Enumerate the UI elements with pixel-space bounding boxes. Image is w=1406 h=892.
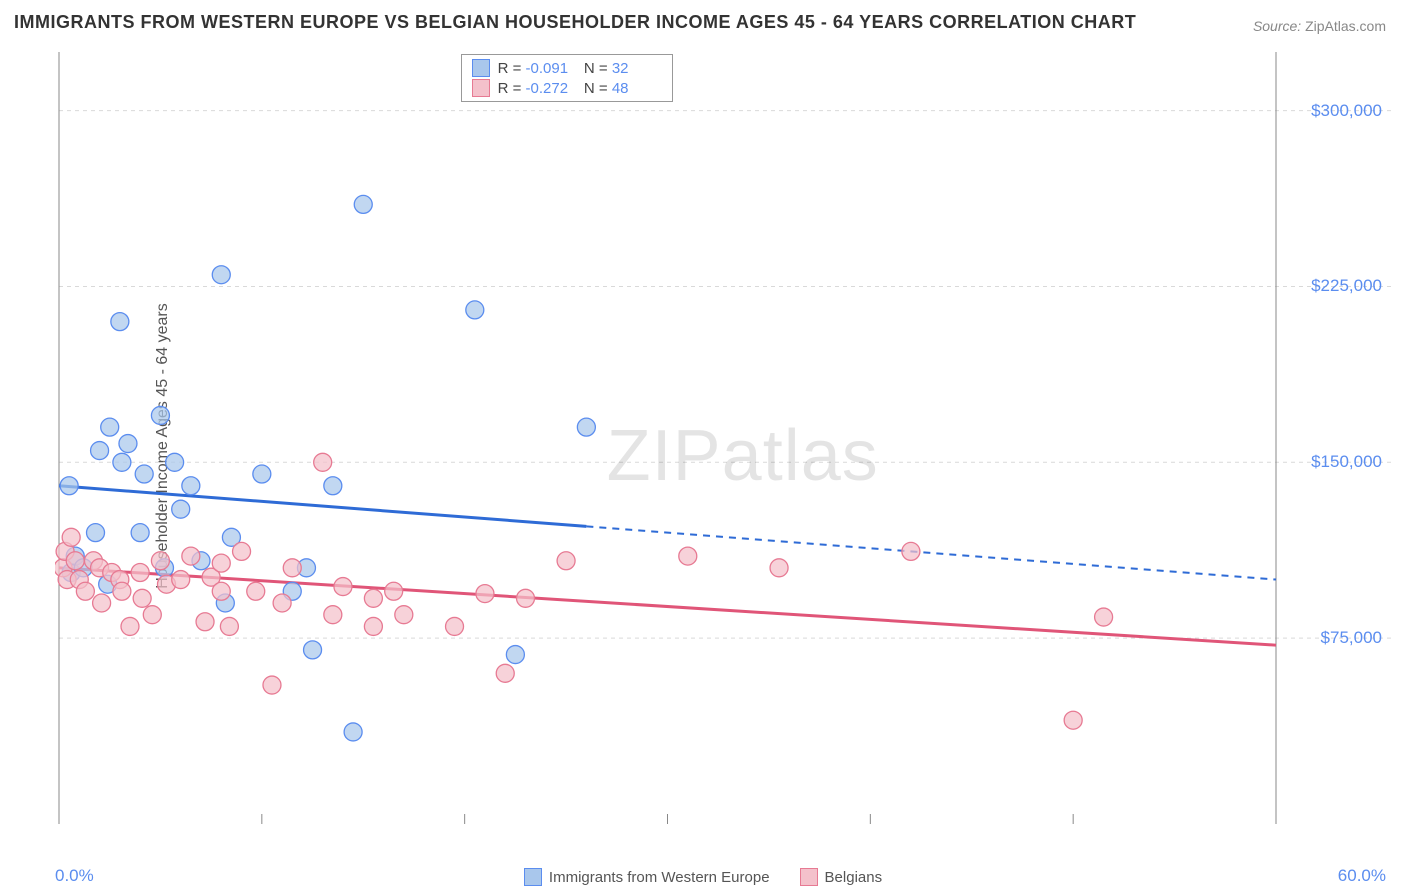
series-be	[55, 453, 1113, 729]
y-tick-label: $150,000	[1311, 452, 1382, 472]
source-label: Source:	[1253, 18, 1301, 34]
source-credit: Source: ZipAtlas.com	[1253, 18, 1386, 34]
y-tick-label: $225,000	[1311, 276, 1382, 296]
legend-label: Belgians	[825, 869, 883, 886]
legend-label: Immigrants from Western Europe	[549, 869, 770, 886]
legend-swatch	[472, 79, 490, 97]
series-legend: Immigrants from Western Europe Belgians	[0, 868, 1406, 886]
legend-swatch	[800, 868, 818, 886]
legend-item-be: Belgians	[800, 868, 883, 886]
y-tick-label: $75,000	[1321, 628, 1382, 648]
source-name: ZipAtlas.com	[1305, 18, 1386, 34]
scatter-plot	[55, 48, 1396, 832]
chart-title: IMMIGRANTS FROM WESTERN EUROPE VS BELGIA…	[14, 12, 1136, 33]
y-tick-label: $300,000	[1311, 101, 1382, 121]
stats-text: R = -0.272 N = 48	[498, 80, 662, 97]
legend-item-we: Immigrants from Western Europe	[524, 868, 770, 886]
stats-row-we: R = -0.091 N = 32	[472, 59, 662, 77]
stats-legend: R = -0.091 N = 32 R = -0.272 N = 48	[461, 54, 673, 102]
stats-text: R = -0.091 N = 32	[498, 60, 662, 77]
plot-area: ZIPatlas R = -0.091 N = 32R = -0.272 N =…	[55, 48, 1396, 832]
legend-swatch	[524, 868, 542, 886]
legend-swatch	[472, 59, 490, 77]
stats-row-be: R = -0.272 N = 48	[472, 79, 662, 97]
